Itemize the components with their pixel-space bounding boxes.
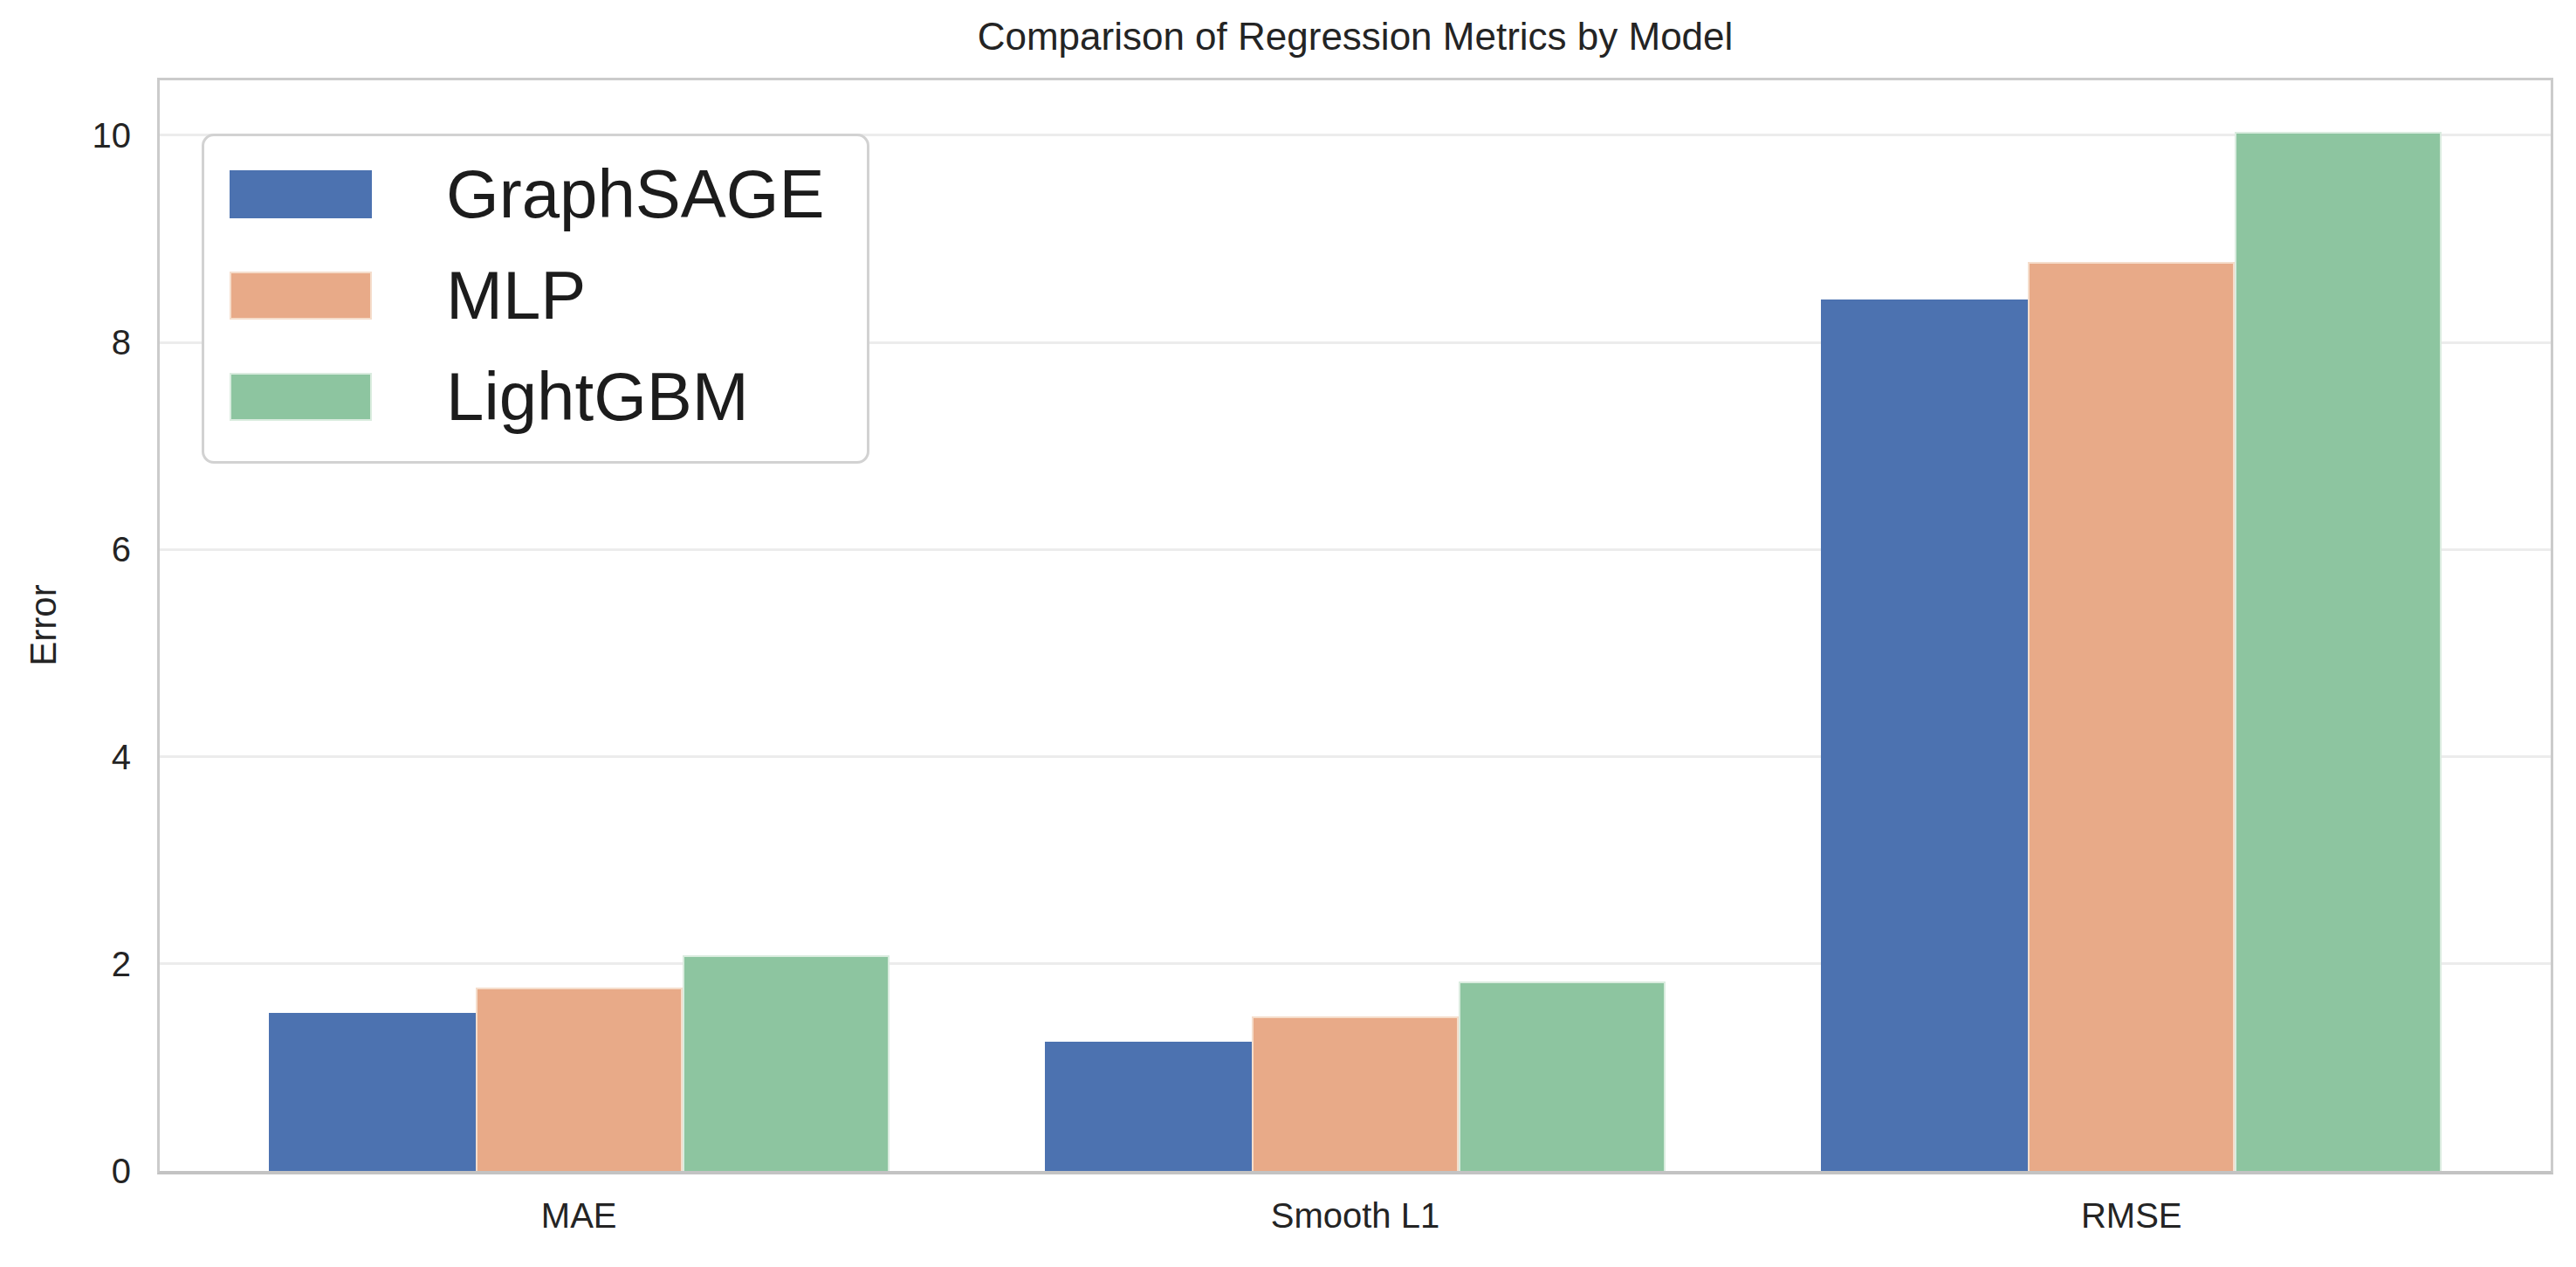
bar-graphsage-rmse [1821, 300, 2028, 1171]
legend-swatch-lightgbm [230, 373, 372, 421]
x-tick-label-smooth-l1: Smooth L1 [1181, 1195, 1530, 1236]
legend-label-lightgbm: LightGBM [446, 353, 749, 440]
bar-mlp-smooth-l1 [1252, 1016, 1459, 1171]
y-tick-label-0: 0 [0, 1150, 131, 1192]
x-tick-label-mae: MAE [404, 1195, 753, 1236]
y-tick-label-8: 8 [0, 321, 131, 363]
y-tick-label-6: 6 [0, 528, 131, 570]
legend-label-mlp: MLP [446, 251, 586, 339]
figure: Comparison of Regression Metrics by Mode… [0, 0, 2576, 1267]
bar-mlp-rmse [2028, 262, 2235, 1171]
y-tick-label-4: 4 [0, 736, 131, 778]
legend: GraphSAGE MLP LightGBM [202, 134, 869, 464]
x-tick-label-rmse: RMSE [1957, 1195, 2306, 1236]
legend-label-graphsage: GraphSAGE [446, 150, 825, 238]
legend-row-mlp: MLP [230, 251, 825, 339]
bar-graphsage-smooth-l1 [1045, 1042, 1252, 1171]
chart-title: Comparison of Regression Metrics by Mode… [157, 14, 2553, 60]
legend-swatch-graphsage [230, 170, 372, 218]
y-tick-label-10: 10 [0, 114, 131, 156]
y-axis-label: Error [25, 584, 62, 665]
legend-row-lightgbm: LightGBM [230, 353, 825, 440]
bar-lightgbm-mae [683, 955, 890, 1171]
legend-row-graphsage: GraphSAGE [230, 150, 825, 238]
legend-swatch-mlp [230, 272, 372, 320]
y-tick-label-2: 2 [0, 943, 131, 985]
bar-lightgbm-rmse [2235, 132, 2442, 1171]
bar-graphsage-mae [269, 1013, 476, 1171]
plot-area: GraphSAGE MLP LightGBM [157, 78, 2553, 1174]
bar-mlp-mae [476, 988, 683, 1171]
bar-lightgbm-smooth-l1 [1459, 981, 1666, 1171]
